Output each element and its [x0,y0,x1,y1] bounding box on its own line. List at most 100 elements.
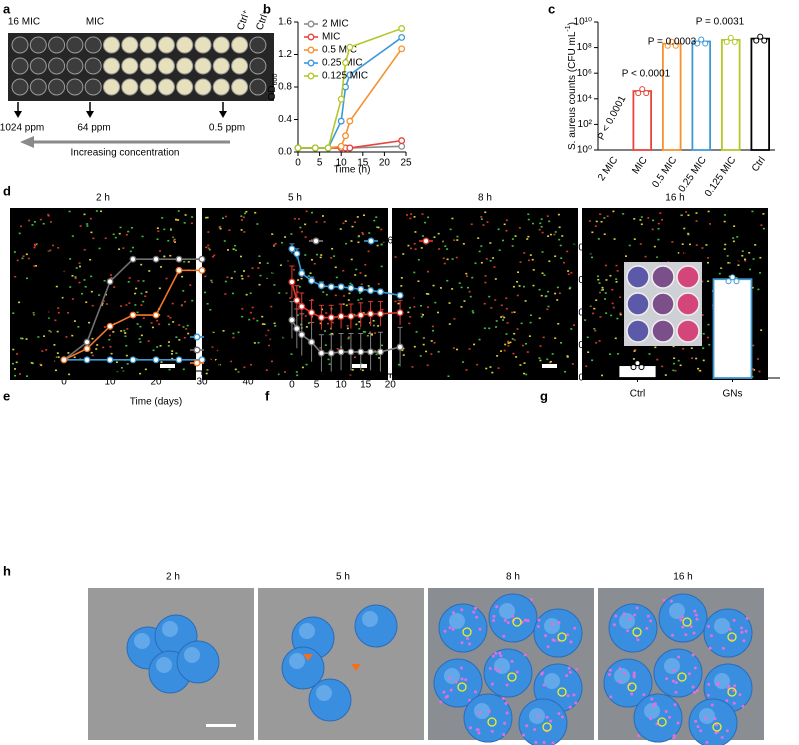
vesicle [448,626,452,630]
speck [310,258,313,261]
point [175,255,183,263]
y-tick-label: 16 [47,310,59,321]
speck [61,296,64,299]
vesicle [522,733,526,737]
replicate-dot [668,38,675,45]
speck [707,280,710,283]
replicate-dot [731,38,738,45]
speck [257,341,260,344]
speck [96,344,99,346]
speck [56,330,59,333]
speck [505,219,508,222]
vesicle [490,682,494,686]
speck [527,235,530,238]
y-tick-label: 21 [270,295,282,306]
speck [126,363,129,365]
legend-label: Ofloxacin [208,358,250,369]
speck [601,288,604,291]
speck [407,311,410,314]
speck [480,245,483,247]
speck [402,354,405,356]
vesicle [732,701,736,705]
speck [504,343,507,346]
vesicle [636,638,640,642]
speck [118,248,121,251]
vesicle [669,599,673,603]
speck [21,257,24,260]
speck [182,368,185,371]
speck [759,272,762,274]
speck [214,358,217,361]
marker-ring [657,717,667,727]
speck [540,225,543,228]
speck [102,346,105,349]
speck [513,332,516,335]
speck [524,342,527,345]
speck [652,219,655,222]
speck [108,334,111,337]
speck [91,337,94,340]
speck [633,350,636,352]
cell-highlight [619,613,635,629]
speck [349,374,352,376]
vesicle [745,616,749,620]
speck [456,239,459,241]
speck [695,220,698,222]
speck [744,259,747,262]
speck [762,213,765,215]
speck [548,260,551,263]
speck [152,349,155,352]
speck [615,281,618,283]
vesicle [705,740,709,744]
speck [413,345,416,348]
point [83,338,91,346]
speck [355,268,358,271]
speck [478,338,481,341]
x-tick-label: 15 [360,380,372,391]
well [103,36,120,54]
y-tick-label: 10⁸ [577,42,592,53]
speck [167,315,170,318]
replicate-dot [761,37,768,44]
speck [90,351,93,354]
concentration-label: 0.5 ppm [209,123,245,134]
well [121,36,139,54]
point [293,296,301,304]
speck [496,355,499,357]
speck [187,332,190,335]
speck [250,363,253,366]
cell-highlight [699,708,715,724]
speck [263,323,266,326]
speck [415,331,418,333]
point [175,356,183,364]
speck [41,350,44,352]
speck [339,228,342,230]
inset-well [676,319,700,343]
speck [513,311,516,314]
speck [140,263,143,266]
speck [380,344,383,347]
vesicle [566,633,570,637]
x-tick-label: 20 [150,377,162,388]
vesicle [649,717,653,721]
vesicle [694,719,698,723]
speck [498,249,501,252]
speck [277,373,280,376]
point [293,250,301,258]
speck [547,235,550,237]
speck [685,211,688,213]
speck [224,293,227,295]
speck [21,337,24,340]
significance-bracket [408,292,414,352]
point [308,309,316,317]
well [11,57,29,75]
annotation: P = 0.0003 [648,37,697,48]
vesicle [622,671,626,675]
speck [159,250,162,252]
speck [609,353,612,356]
point [152,255,160,263]
vesicle [473,606,477,610]
speck [544,295,547,298]
well [103,57,120,75]
legend-marker [307,72,315,80]
